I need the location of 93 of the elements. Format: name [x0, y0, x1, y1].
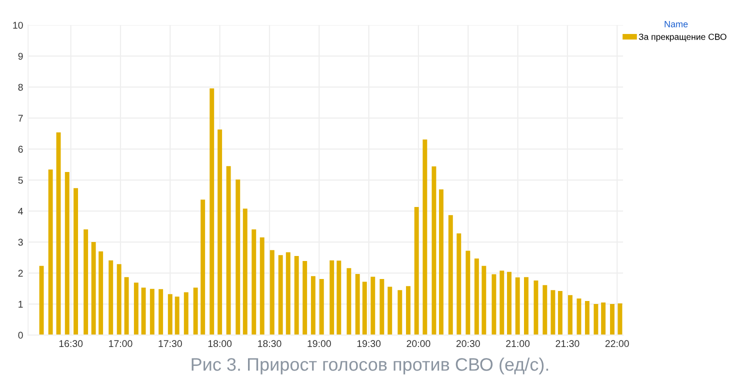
bar	[302, 260, 308, 336]
bar	[482, 266, 486, 336]
bar	[236, 179, 240, 336]
bar	[91, 242, 96, 336]
bar	[242, 208, 248, 336]
bar	[355, 274, 360, 336]
y-tick-label: 3	[18, 238, 23, 246]
bar	[388, 286, 392, 336]
bar	[184, 292, 188, 336]
bar	[370, 276, 376, 336]
bar	[601, 302, 606, 336]
x-tick-label: 20:00	[406, 340, 430, 348]
bar	[200, 200, 206, 336]
bar	[534, 280, 538, 336]
y-tick-label: 5	[18, 176, 23, 184]
bar	[134, 282, 138, 336]
bar	[474, 258, 479, 336]
legend-title: Name	[664, 21, 688, 28]
y-tick-label: 1	[18, 300, 23, 308]
bar	[310, 276, 316, 336]
bar	[610, 304, 614, 336]
x-tick-label: 17:30	[158, 340, 182, 348]
bar	[380, 278, 384, 336]
bar	[74, 188, 78, 336]
bar	[515, 277, 520, 336]
bar	[218, 130, 222, 336]
y-tick-label: 10	[13, 22, 23, 29]
bar	[294, 256, 299, 336]
x-tick-label: 20:30	[456, 340, 480, 348]
bar	[524, 277, 528, 336]
bar	[448, 215, 453, 336]
bar	[330, 260, 334, 336]
bar	[456, 233, 462, 336]
bar	[98, 251, 104, 336]
bar	[406, 286, 410, 336]
y-tick-label: 4	[18, 208, 23, 215]
bar	[124, 277, 129, 336]
bar	[576, 298, 582, 336]
y-tick-label: 0	[18, 332, 23, 339]
text: Рис 3. Прирост голосов против СВО (ед/с).	[192, 358, 548, 374]
bar	[108, 260, 114, 336]
x-tick-label: 16:30	[59, 340, 83, 348]
bar	[568, 295, 572, 336]
x-tick-label: 19:30	[357, 340, 381, 348]
bar	[84, 229, 88, 336]
bar	[507, 272, 512, 336]
bar	[174, 296, 180, 336]
bar	[422, 139, 428, 336]
bar	[48, 170, 53, 336]
bar	[398, 290, 402, 336]
bar	[438, 189, 444, 336]
y-tick-label: 9	[18, 52, 23, 60]
bar	[260, 237, 264, 336]
x-tick-label: 21:00	[506, 340, 530, 348]
bar	[226, 166, 231, 336]
bar	[414, 207, 419, 336]
bar	[319, 278, 324, 336]
x-tick-label: 18:30	[258, 340, 282, 348]
x-tick-label: 22:00	[605, 340, 629, 348]
bar	[278, 255, 283, 336]
bar	[116, 264, 122, 336]
bar	[492, 274, 496, 336]
x-tick-label: 17:00	[109, 340, 132, 348]
bar	[158, 289, 164, 336]
y-tick-label: 7	[18, 114, 23, 122]
bar	[500, 270, 504, 336]
x-tick-label: 19:00	[308, 340, 331, 348]
bar	[466, 250, 470, 336]
legend-label: За прекращение СВО	[638, 34, 726, 42]
bar	[193, 288, 198, 336]
bar	[270, 250, 274, 336]
bar	[252, 229, 256, 336]
y-tick-label: 2	[18, 270, 23, 277]
bar	[141, 288, 146, 336]
bar	[64, 172, 70, 336]
bar	[150, 288, 154, 336]
bar	[550, 290, 556, 336]
bar	[346, 268, 352, 336]
bar	[39, 266, 44, 336]
x-tick-label: 21:30	[556, 340, 580, 348]
bar	[210, 88, 214, 336]
bar	[336, 260, 342, 336]
bar	[558, 291, 562, 336]
y-tick-label: 6	[18, 146, 23, 153]
bar	[286, 252, 290, 336]
bar	[542, 285, 548, 336]
x-tick-label: 18:00	[208, 340, 232, 348]
y-tick-label: 8	[18, 84, 23, 91]
bar	[594, 304, 598, 336]
bar	[432, 166, 436, 336]
bar	[168, 294, 172, 336]
bar	[362, 282, 367, 336]
bar	[584, 300, 590, 336]
